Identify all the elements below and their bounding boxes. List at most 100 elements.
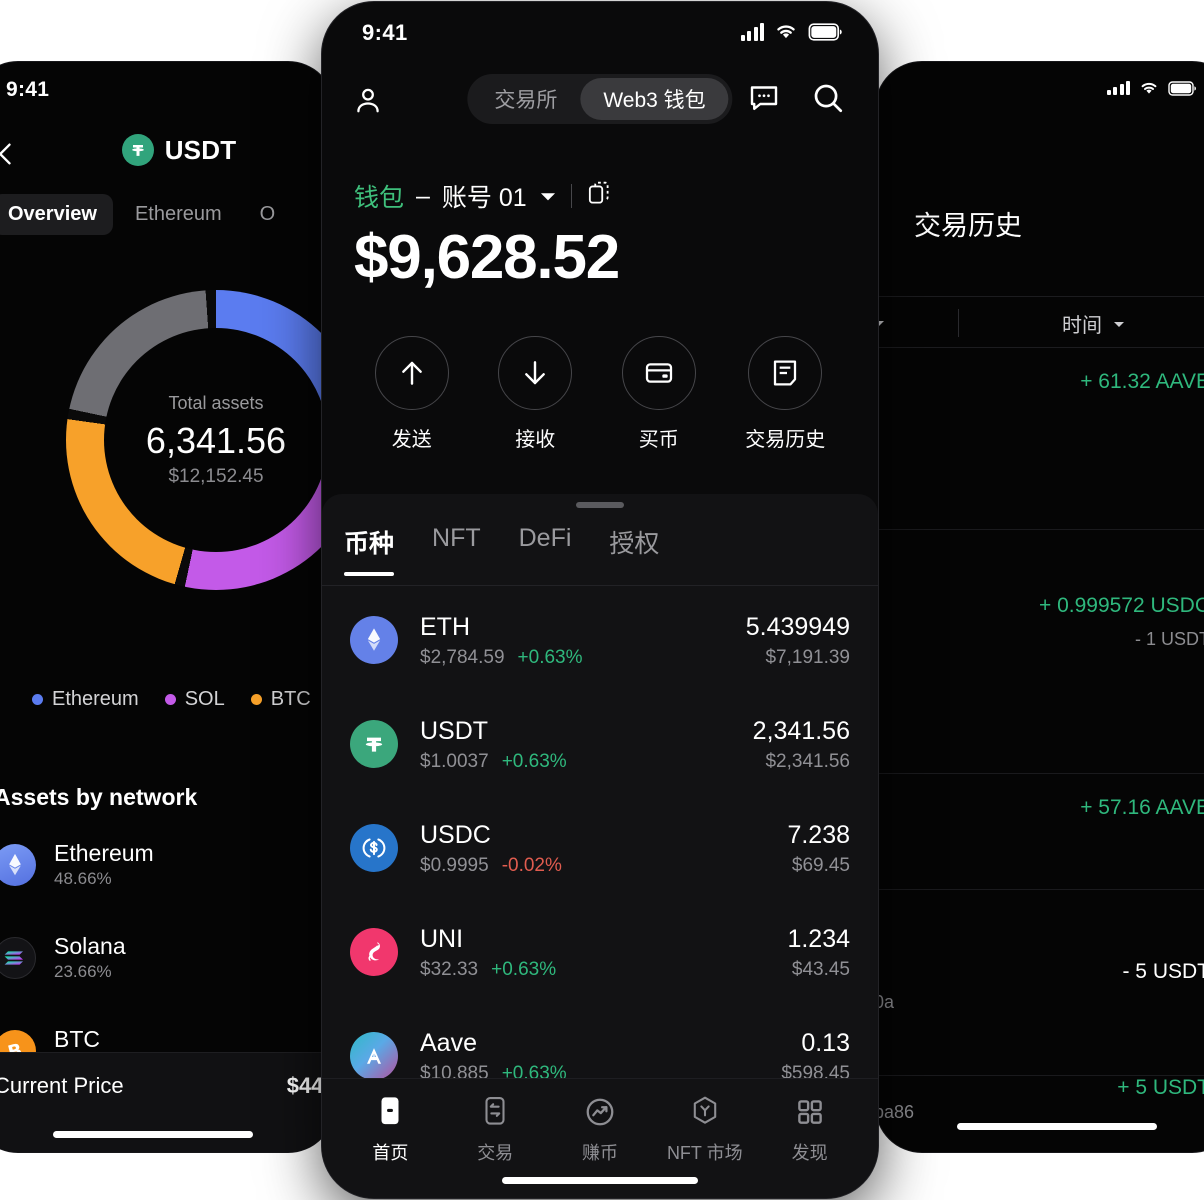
transaction-row[interactable]: + 57.16 AAVE: [876, 774, 1204, 890]
network-row-solana[interactable]: Solana 23.66%: [0, 933, 126, 982]
filter-divider: [958, 309, 959, 337]
legend-dot-btc: [250, 694, 262, 705]
segment-web3-wallet[interactable]: Web3 钱包: [580, 78, 729, 120]
chevron-down-icon[interactable]: [539, 190, 557, 203]
discover-icon: [795, 1093, 825, 1131]
token-amount: 1.234: [787, 924, 850, 953]
tab-approvals[interactable]: 授权: [609, 530, 660, 558]
token-value: $69.45: [791, 854, 850, 876]
sheet-grabber[interactable]: [576, 502, 624, 508]
token-meta: $32.33 +0.63%: [420, 959, 787, 981]
filter-left-caret-icon[interactable]: [876, 315, 886, 333]
ethereum-icon: [350, 616, 398, 664]
token-value: $43.45: [791, 958, 850, 980]
document-icon: [748, 336, 823, 410]
network-row-ethereum[interactable]: Ethereum 48.66%: [0, 840, 154, 889]
nav-item-home[interactable]: 首页: [344, 1093, 436, 1165]
token-symbol: UNI: [420, 924, 464, 953]
right-page-title: 交易历史: [914, 211, 1022, 241]
copy-icon[interactable]: [586, 180, 612, 213]
token-holdings: 0.13 $598.45: [781, 1028, 850, 1085]
center-status-bar: 9:41: [322, 20, 878, 54]
action-history[interactable]: 交易历史: [745, 336, 825, 452]
page-title: USDT: [164, 134, 237, 165]
segment-exchange[interactable]: 交易所: [494, 89, 558, 112]
chat-bubble-icon[interactable]: [746, 80, 786, 120]
tab-overview[interactable]: Overview: [0, 194, 113, 235]
token-info: Aave $10.885 +0.63%: [420, 1028, 781, 1085]
action-buy[interactable]: 买币: [621, 336, 696, 452]
token-row-uni[interactable]: UNI $32.33 +0.63% 1.234 $43.45: [322, 900, 878, 1004]
nav-item-trade[interactable]: 交易: [449, 1093, 541, 1165]
token-row-usdc[interactable]: USDC $0.9995 -0.02% 7.238 $69.45: [322, 796, 878, 900]
ethereum-icon: [0, 843, 36, 886]
left-phone-usdt-overview: 9:41 USDT Overview Ethereum O: [0, 62, 334, 1152]
tab-coins[interactable]: 币种: [344, 524, 395, 576]
account-selector[interactable]: 钱包 – 账号 01: [354, 178, 612, 214]
tab-ethereum[interactable]: Ethereum: [134, 203, 222, 225]
legend-item-btc: BTC: [250, 688, 311, 711]
swap-icon: [480, 1093, 510, 1131]
tab-defi[interactable]: DeFi: [518, 524, 572, 552]
nav-item-earn[interactable]: 赚币: [554, 1093, 646, 1165]
network-pct: 23.66%: [54, 962, 112, 982]
network-pct: 48.66%: [54, 869, 112, 889]
token-row-usdt[interactable]: USDT $1.0037 +0.63% 2,341.56 $2,341.56: [322, 692, 878, 796]
segmented-control: 交易所 Web3 钱包: [467, 74, 733, 124]
transaction-amount: + 57.16 AAVE: [1080, 796, 1204, 819]
wifi-icon: [1141, 82, 1157, 94]
token-holdings: 5.439949 $7,191.39: [746, 612, 850, 669]
wallet-balance: $9,628.52: [354, 223, 620, 292]
transaction-sub-amount: - 1 USDT: [1134, 629, 1204, 649]
nav-label: 赚币: [581, 1143, 618, 1163]
wallet-label: 钱包: [354, 184, 405, 212]
transaction-row[interactable]: + 5 USDT ba86: [876, 1076, 1204, 1152]
sheet-tab-bar: 币种 NFT DeFi 授权: [322, 524, 878, 586]
token-row-eth[interactable]: ETH $2,784.59 +0.63% 5.439949 $7,191.39: [322, 588, 878, 692]
token-amount: 2,341.56: [752, 716, 850, 745]
nav-item-nft-market[interactable]: NFT 市场: [659, 1093, 751, 1165]
token-symbol: USDC: [420, 820, 491, 849]
token-change: +0.63%: [501, 750, 567, 772]
tab-nft[interactable]: NFT: [432, 524, 481, 552]
filter-time[interactable]: 时间: [1062, 309, 1126, 338]
right-status-icons: [1106, 80, 1197, 96]
left-tab-bar: Overview Ethereum O: [0, 194, 334, 235]
transaction-row[interactable]: - 5 USDT 0a: [876, 890, 1204, 1076]
center-status-icons: [740, 22, 843, 41]
token-change: +0.63%: [517, 646, 583, 668]
aave-icon: [350, 1032, 398, 1080]
transaction-amount: + 5 USDT: [1117, 1076, 1204, 1099]
donut-center-label: Total assets: [168, 392, 264, 413]
back-chevron-icon[interactable]: [0, 140, 20, 168]
token-holdings: 2,341.56 $2,341.56: [753, 716, 850, 773]
action-receive[interactable]: 接收: [498, 336, 573, 452]
person-icon[interactable]: [346, 78, 390, 122]
transaction-amount: + 61.32 AAVE: [1080, 370, 1204, 393]
account-separator: –: [416, 181, 430, 210]
token-value: $7,191.39: [765, 646, 850, 668]
donut-legend: Ethereum SOL BTC: [32, 688, 311, 711]
token-amount: 5.439949: [745, 612, 850, 641]
token-info: USDC $0.9995 -0.02%: [420, 820, 787, 877]
token-price: $1.0037: [420, 750, 489, 772]
token-price: $0.9995: [420, 854, 489, 876]
action-send[interactable]: 发送: [374, 336, 449, 452]
transaction-row[interactable]: + 61.32 AAVE: [876, 348, 1204, 530]
legend-label-ethereum: Ethereum: [52, 688, 139, 710]
usdc-icon: [350, 824, 398, 872]
current-price-label: Current Price: [0, 1073, 124, 1098]
nav-label: 首页: [372, 1143, 409, 1163]
tab-other[interactable]: O: [259, 203, 276, 225]
transaction-row[interactable]: + 0.999572 USDC - 1 USDT: [876, 530, 1204, 774]
left-title-wrap: USDT: [0, 134, 334, 166]
search-icon[interactable]: [810, 80, 850, 120]
token-info: ETH $2,784.59 +0.63%: [420, 612, 746, 669]
home-indicator: [502, 1177, 698, 1184]
legend-dot-sol: [164, 694, 176, 705]
token-price: $2,784.59: [420, 646, 505, 668]
nav-item-discover[interactable]: 发现: [764, 1093, 856, 1165]
home-indicator: [957, 1123, 1157, 1130]
token-list[interactable]: ETH $2,784.59 +0.63% 5.439949 $7,191.39: [322, 588, 878, 1116]
wifi-icon: [777, 25, 795, 39]
